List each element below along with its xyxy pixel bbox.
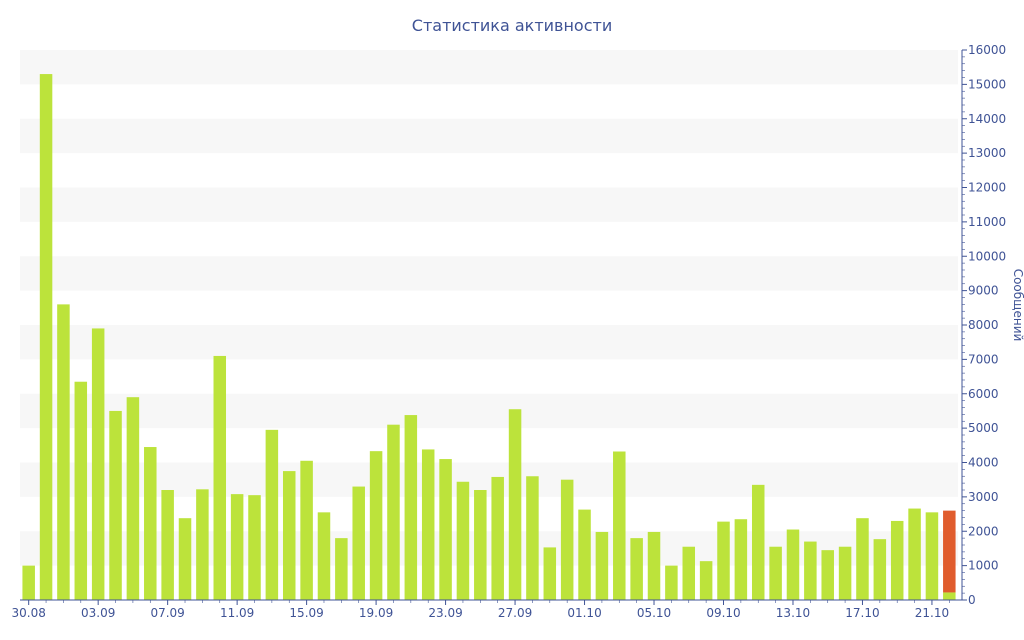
bar-28.09 bbox=[526, 476, 539, 600]
bar-07.10 bbox=[682, 546, 696, 600]
y-tick-label: 6000 bbox=[968, 387, 999, 401]
x-tick-label: 07.09 bbox=[150, 606, 184, 620]
bar-01.09 bbox=[57, 304, 70, 600]
grid-band bbox=[20, 118, 958, 154]
y-tick-label: 11000 bbox=[968, 215, 1006, 229]
bar-18.10 bbox=[873, 539, 887, 600]
bar-21.09 bbox=[404, 415, 418, 600]
y-tick-label: 13000 bbox=[968, 146, 1006, 160]
x-tick-label: 01.10 bbox=[567, 606, 601, 620]
bar-14.09 bbox=[282, 471, 296, 600]
bar-05.10 bbox=[647, 531, 661, 600]
bar-13.09 bbox=[265, 429, 279, 600]
x-tick-label: 15.09 bbox=[289, 606, 323, 620]
bar-14.10 bbox=[804, 541, 817, 600]
bar-20.09 bbox=[387, 424, 400, 600]
bar-15.10 bbox=[821, 550, 834, 600]
bar-09.09 bbox=[196, 489, 209, 600]
y-tick-label: 4000 bbox=[968, 456, 999, 470]
grid-band bbox=[20, 325, 958, 360]
bar-11.09 bbox=[230, 494, 244, 600]
x-tick-label: 03.09 bbox=[81, 606, 115, 620]
bar-08.09 bbox=[178, 518, 192, 600]
grid-band bbox=[20, 50, 958, 85]
bar-17.10 bbox=[856, 518, 869, 600]
bar-06.10 bbox=[665, 565, 678, 600]
bar-22.10 bbox=[943, 592, 956, 600]
y-tick-label: 14000 bbox=[968, 112, 1006, 126]
bar-19.09 bbox=[369, 451, 383, 600]
grid-band bbox=[20, 531, 958, 566]
y-tick-label: 9000 bbox=[968, 284, 999, 298]
y-axis-title: Сообщений bbox=[1011, 269, 1024, 342]
bar-15.09 bbox=[300, 460, 313, 600]
bar-19.10 bbox=[890, 520, 904, 600]
y-tick-label: 16000 bbox=[968, 43, 1006, 57]
y-tick-label: 1000 bbox=[968, 559, 999, 573]
x-tick-label: 13.10 bbox=[776, 606, 810, 620]
bar-12.10 bbox=[769, 546, 782, 600]
bar-22.09 bbox=[421, 449, 435, 600]
bar-30.09 bbox=[560, 479, 574, 600]
bar-16.10 bbox=[838, 546, 852, 600]
y-tick-label: 12000 bbox=[968, 181, 1006, 195]
bar-06.09 bbox=[144, 447, 157, 600]
x-tick-label: 17.10 bbox=[845, 606, 879, 620]
bar-04.10 bbox=[630, 538, 643, 600]
bar-10.10 bbox=[734, 519, 748, 600]
grid-band bbox=[20, 393, 958, 429]
bar-25.09 bbox=[474, 490, 487, 600]
bar-05.09 bbox=[126, 397, 140, 600]
bar-12.09 bbox=[248, 495, 261, 600]
bar-16.09 bbox=[317, 512, 331, 600]
bar-30.08 bbox=[22, 565, 35, 600]
bar-23.09 bbox=[439, 459, 452, 600]
x-tick-label: 21.10 bbox=[915, 606, 949, 620]
bar-17.09 bbox=[335, 538, 348, 600]
bar-24.09 bbox=[456, 481, 470, 600]
bar-11.10 bbox=[751, 484, 765, 600]
x-tick-label: 30.08 bbox=[12, 606, 46, 620]
grid-band bbox=[20, 462, 958, 497]
bar-02.09 bbox=[74, 381, 88, 600]
chart-title: Статистика активности bbox=[411, 16, 613, 35]
bar-21.10 bbox=[925, 512, 939, 600]
bar-03.10 bbox=[613, 451, 626, 600]
y-tick-label: 2000 bbox=[968, 524, 999, 538]
y-tick-label: 10000 bbox=[968, 249, 1006, 263]
x-tick-label: 27.09 bbox=[498, 606, 532, 620]
x-tick-label: 05.10 bbox=[637, 606, 671, 620]
y-tick-label: 3000 bbox=[968, 490, 999, 504]
bar-highlight-22.10 bbox=[943, 510, 956, 593]
x-tick-label: 19.09 bbox=[359, 606, 393, 620]
x-tick-label: 11.09 bbox=[220, 606, 254, 620]
bar-10.09 bbox=[213, 355, 227, 600]
y-tick-label: 0 bbox=[968, 593, 976, 607]
y-tick-label: 15000 bbox=[968, 77, 1006, 91]
bar-08.10 bbox=[699, 561, 713, 600]
bar-26.09 bbox=[491, 476, 504, 600]
bar-13.10 bbox=[786, 529, 800, 600]
bar-03.09 bbox=[91, 328, 105, 600]
bar-29.09 bbox=[543, 547, 557, 600]
bar-20.10 bbox=[908, 508, 921, 600]
y-tick-label: 7000 bbox=[968, 352, 999, 366]
bar-02.10 bbox=[595, 531, 609, 600]
grid-band bbox=[20, 187, 958, 222]
bar-04.09 bbox=[109, 410, 122, 600]
y-tick-label: 8000 bbox=[968, 318, 999, 332]
grid-band bbox=[20, 256, 958, 291]
x-tick-label: 23.09 bbox=[428, 606, 462, 620]
bar-07.09 bbox=[161, 490, 174, 600]
bar-31.08 bbox=[39, 74, 53, 600]
bar-01.10 bbox=[578, 509, 591, 600]
bar-27.09 bbox=[508, 409, 522, 600]
bar-18.09 bbox=[352, 486, 365, 600]
y-tick-label: 5000 bbox=[968, 421, 999, 435]
bar-09.10 bbox=[717, 521, 730, 600]
x-tick-label: 09.10 bbox=[706, 606, 740, 620]
